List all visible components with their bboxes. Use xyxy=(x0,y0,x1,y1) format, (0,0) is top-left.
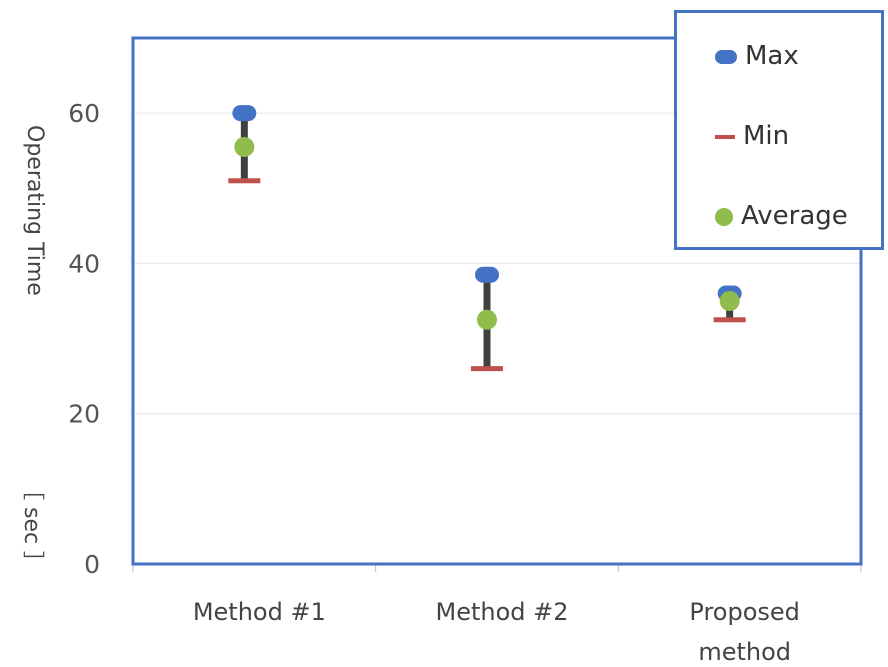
min-marker xyxy=(713,317,746,323)
average-marker xyxy=(719,291,740,311)
average-marker xyxy=(234,136,255,157)
y-axis-label: Operating Time xyxy=(22,125,47,296)
average-marker-icon xyxy=(715,207,733,226)
legend-item-min: Min xyxy=(715,121,789,151)
max-marker xyxy=(232,105,257,122)
min-marker-icon xyxy=(715,134,735,139)
x-tick-label: Method #2 xyxy=(435,598,568,626)
min-marker xyxy=(471,366,503,372)
y-tick-label: 40 xyxy=(68,249,100,278)
max-marker-icon xyxy=(715,49,737,64)
x-tick-label: Method #1 xyxy=(193,598,326,626)
average-marker xyxy=(477,309,497,330)
y-tick-label: 20 xyxy=(68,400,100,429)
plot-area-frame xyxy=(131,36,863,566)
max-marker xyxy=(475,266,499,283)
y-axis-unit: ［ sec ］ xyxy=(19,478,44,574)
legend-label-max: Max xyxy=(745,41,799,71)
data-marks xyxy=(228,105,746,372)
legend-label-min: Min xyxy=(743,121,790,151)
x-tick-label: method xyxy=(698,638,791,666)
legend-item-average: Average xyxy=(715,201,848,231)
legend-label-average: Average xyxy=(741,201,848,231)
y-tick-label: 60 xyxy=(68,99,100,128)
y-tick-labels: 0 20 40 60 xyxy=(68,99,100,579)
legend: Max Min Average xyxy=(674,10,884,250)
min-marker xyxy=(228,178,261,184)
y-tick-label: 0 xyxy=(84,550,100,579)
x-tick-label: Proposed xyxy=(689,598,800,626)
y-axis-label-wrap: Operating Time xyxy=(22,125,52,355)
x-tick-labels: Method #1 Method #2 Proposed method xyxy=(193,598,800,666)
legend-item-max: Max xyxy=(715,41,799,71)
